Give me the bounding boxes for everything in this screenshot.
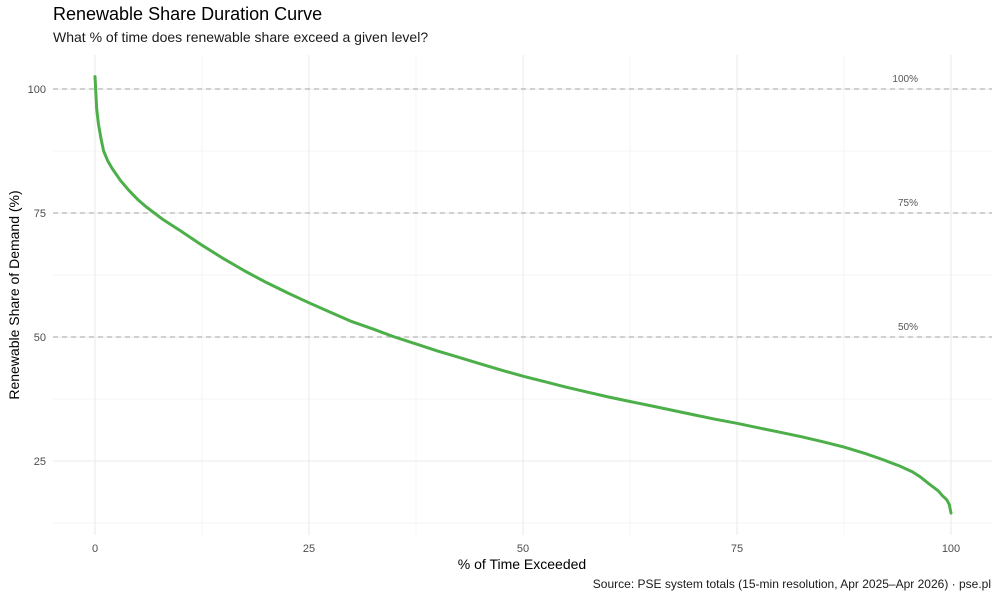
x-tick-label: 100 [942, 543, 960, 555]
y-axis-ticks: 25 50 75 100 [28, 84, 46, 468]
chart-title: Renewable Share Duration Curve [53, 4, 323, 24]
chart-subtitle: What % of time does renewable share exce… [53, 29, 429, 45]
y-tick-label: 50 [34, 332, 46, 344]
y-tick-label: 75 [34, 208, 46, 220]
y-axis-title: Renewable Share of Demand (%) [6, 190, 22, 399]
series-layer [93, 75, 953, 515]
duration-curve-line [93, 75, 953, 515]
reference-line-label: 100% [892, 74, 918, 85]
major-gridlines [53, 55, 992, 535]
x-tick-label: 50 [517, 543, 529, 555]
reference-lines: 100% 75% 50% [53, 74, 992, 338]
x-axis-title: % of Time Exceeded [458, 556, 586, 572]
x-tick-label: 0 [92, 543, 98, 555]
reference-line-label: 50% [898, 322, 918, 333]
y-tick-label: 25 [34, 456, 46, 468]
x-tick-label: 75 [731, 543, 743, 555]
y-tick-label: 100 [28, 84, 46, 96]
reference-line-label: 75% [898, 198, 918, 209]
x-axis-ticks: 0 25 50 75 100 [92, 543, 960, 555]
x-tick-label: 25 [303, 543, 315, 555]
source-caption: Source: PSE system totals (15-min resolu… [592, 577, 991, 591]
